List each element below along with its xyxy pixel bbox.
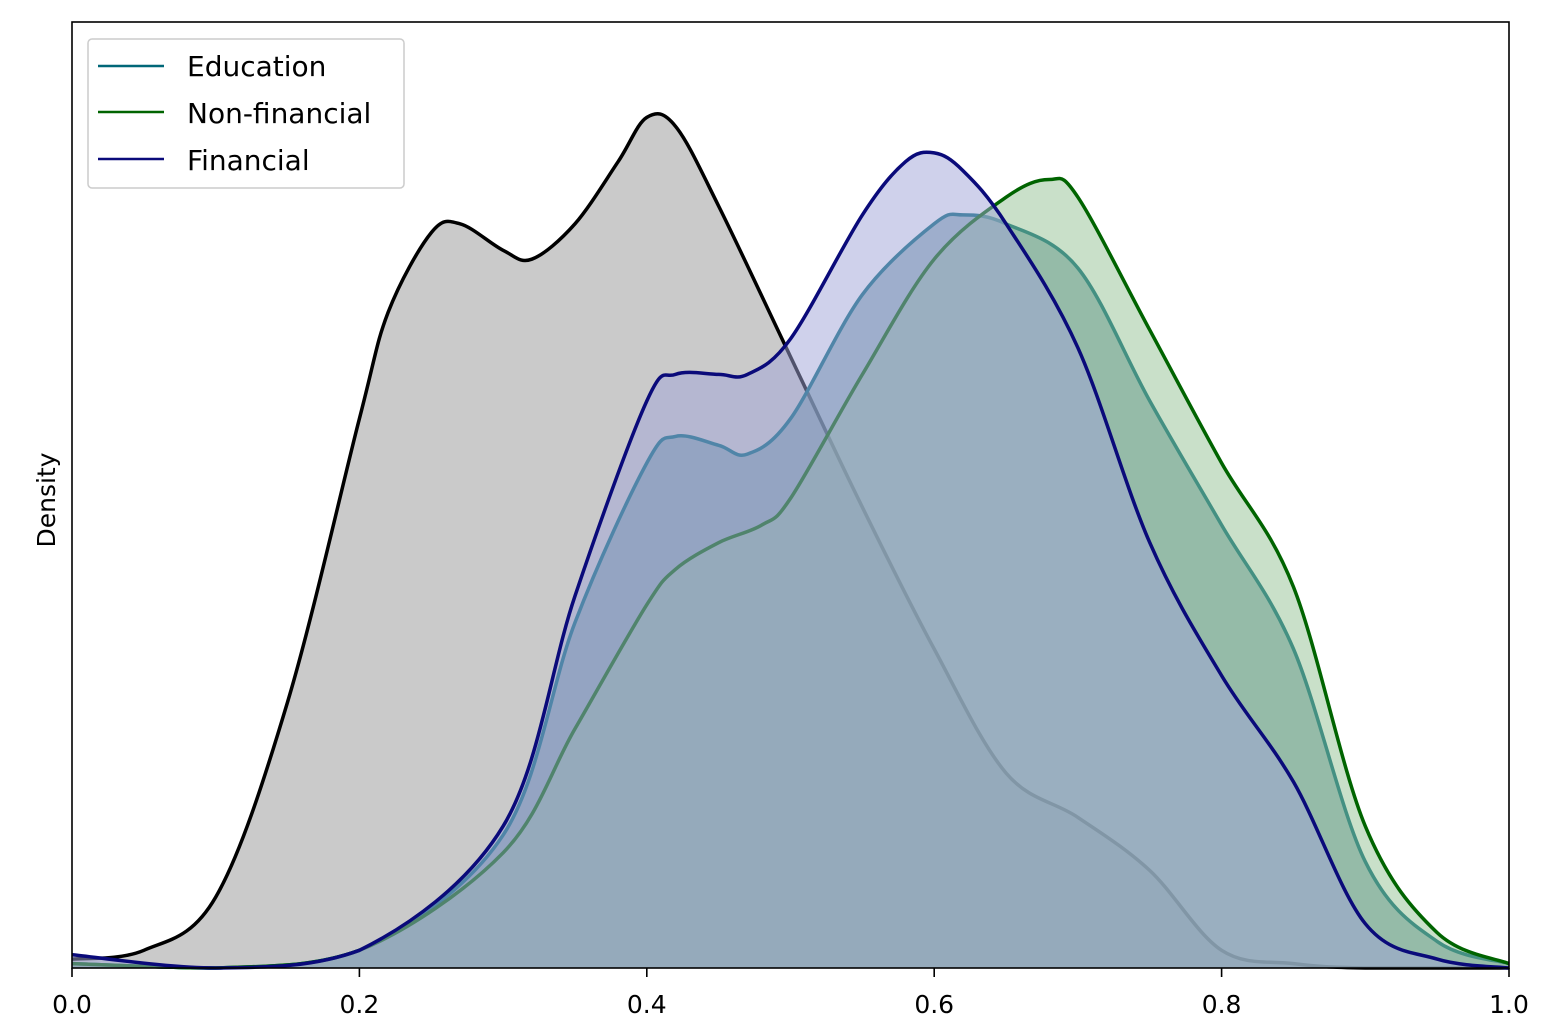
density-area-financial [72, 152, 1509, 969]
x-tick-label: 0.2 [340, 990, 380, 1019]
x-tick-label: 0.6 [914, 990, 954, 1019]
x-tick-label: 0.0 [52, 990, 92, 1019]
legend-label-education: Education [187, 50, 326, 83]
series-financial [71, 150, 1510, 970]
density-line-financial [71, 150, 1510, 970]
series-layer [71, 111, 1510, 970]
x-axis: 0.0 0.2 0.4 0.6 0.8 1.0 [52, 968, 1529, 1019]
legend-label-non-financial: Non-financial [187, 97, 371, 130]
plot-frame [71, 21, 1510, 969]
x-tick-label: 1.0 [1489, 990, 1529, 1019]
y-axis-label: Density [32, 452, 61, 547]
legend-frame [87, 38, 405, 189]
legend-label-financial: Financial [187, 144, 310, 177]
x-tick-label: 0.8 [1202, 990, 1242, 1019]
legend: Education Non-financial Financial [87, 38, 405, 189]
x-tick-label: 0.4 [627, 990, 667, 1019]
